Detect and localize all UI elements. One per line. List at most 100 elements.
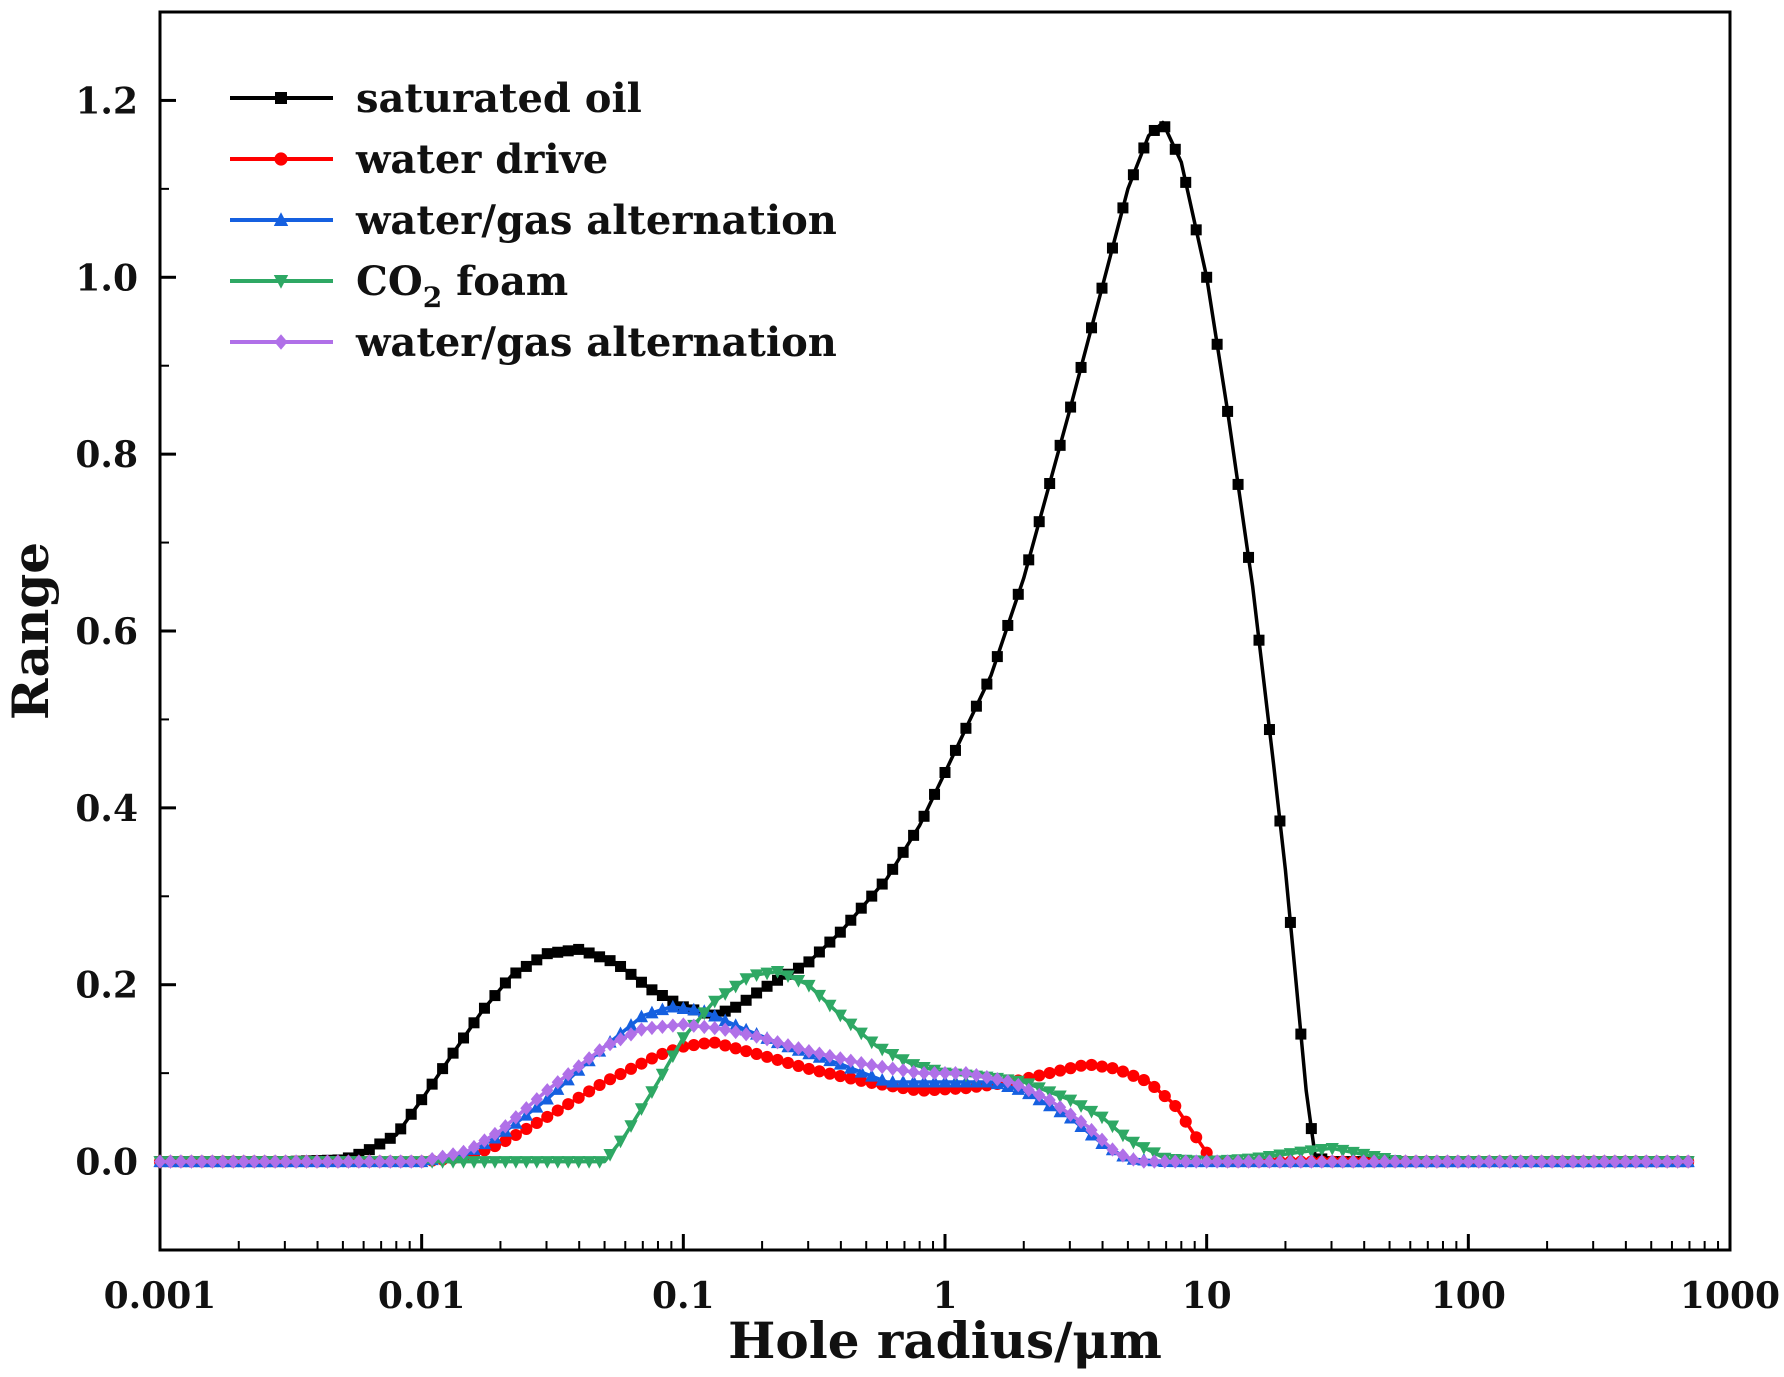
series-marker — [1044, 478, 1056, 490]
y-axis: 0.0 0.2 0.4 0.6 0.8 1.0 1.2 — [75, 11, 176, 1251]
series-marker — [865, 1058, 878, 1073]
series-marker — [290, 1154, 303, 1169]
series-marker — [1179, 1115, 1192, 1128]
series-marker — [718, 988, 732, 1001]
series-marker — [1002, 619, 1014, 631]
series-marker — [1085, 1122, 1098, 1138]
series-marker — [552, 946, 564, 958]
series-marker — [876, 1059, 889, 1075]
series-marker — [1640, 1154, 1653, 1169]
series-marker — [708, 995, 722, 1009]
series-marker — [562, 1067, 575, 1082]
series-marker — [1033, 516, 1045, 528]
series-marker — [394, 1154, 407, 1169]
series-marker — [719, 1022, 732, 1037]
series-marker — [1095, 1111, 1109, 1125]
series-marker — [279, 1154, 292, 1169]
series-marker — [1065, 401, 1077, 413]
series-marker — [740, 1045, 753, 1058]
series-marker — [928, 1065, 941, 1081]
legend-item: CO2 foam — [230, 258, 568, 314]
series-marker — [1190, 1131, 1203, 1144]
series-marker — [656, 1019, 669, 1034]
series-marker — [823, 1067, 836, 1080]
series-marker — [1389, 1154, 1402, 1169]
series-marker — [1294, 1154, 1307, 1169]
series-marker — [1096, 282, 1108, 294]
series-marker — [1284, 916, 1296, 928]
series-marker — [273, 212, 289, 226]
series-marker — [363, 1144, 375, 1156]
series-marker — [1211, 1154, 1224, 1169]
series-marker — [656, 989, 668, 1001]
series-marker — [1012, 1077, 1025, 1093]
series-marker — [561, 1156, 575, 1169]
series-marker — [613, 1135, 628, 1149]
series-marker — [855, 1074, 868, 1087]
series-marker — [468, 1017, 480, 1029]
series-marker — [823, 1048, 836, 1064]
legend-label: CO2 foam — [356, 258, 568, 314]
series-marker — [676, 1001, 690, 1014]
series-marker — [1106, 1062, 1119, 1075]
y-tick-label: 0.8 — [75, 434, 138, 476]
series-marker — [792, 962, 804, 974]
series-marker — [1054, 1064, 1067, 1077]
series-marker — [886, 1074, 900, 1088]
series-marker — [467, 1139, 481, 1155]
legend-label-main: saturated oil — [356, 75, 642, 122]
series-marker — [719, 1039, 732, 1052]
series-marker — [929, 788, 941, 800]
series-marker — [195, 1154, 208, 1169]
series-marker — [634, 1009, 649, 1023]
series-marker — [1012, 588, 1024, 600]
series-marker — [792, 1041, 805, 1056]
series-marker — [551, 1075, 564, 1090]
series-marker — [426, 1152, 439, 1167]
series-marker — [991, 651, 1003, 663]
series-marker — [593, 1043, 606, 1058]
series-marker — [352, 1154, 365, 1169]
series-marker — [275, 92, 287, 104]
series-marker — [1430, 1154, 1443, 1169]
series-marker — [886, 1061, 899, 1076]
legend-label-main: CO — [356, 258, 423, 305]
series-marker — [907, 1074, 921, 1088]
series-marker — [624, 1018, 638, 1031]
y-tick-label: 0.4 — [75, 788, 138, 830]
x-tick-label: 1000 — [1680, 1275, 1780, 1317]
series-marker — [604, 1073, 617, 1086]
legend: saturated oil water drive water/gas altern… — [230, 75, 837, 366]
series-marker — [509, 1156, 523, 1169]
series-marker — [1169, 143, 1181, 155]
series-marker — [395, 1123, 407, 1135]
series-marker — [415, 1154, 428, 1169]
series-marker — [1169, 1154, 1182, 1169]
series-marker — [970, 700, 982, 712]
series-marker — [938, 1065, 952, 1081]
series-marker — [1043, 1066, 1056, 1080]
series-marker — [834, 926, 846, 938]
series-marker — [834, 1051, 847, 1066]
series-marker — [274, 334, 288, 350]
series-marker — [604, 955, 616, 967]
series-marker — [645, 1005, 659, 1019]
series-marker — [855, 1056, 868, 1071]
series-marker — [1117, 202, 1129, 214]
series-marker — [216, 1154, 229, 1169]
series-marker — [1147, 1147, 1161, 1161]
series-marker — [531, 954, 543, 966]
series-marker — [488, 1126, 501, 1142]
series-marker — [153, 1154, 167, 1169]
series-marker — [1305, 1123, 1317, 1135]
series-marker — [781, 970, 795, 983]
series-marker — [1222, 405, 1234, 417]
series-marker — [1294, 1146, 1308, 1160]
series-marker — [1242, 1154, 1255, 1169]
series-marker — [854, 1064, 868, 1078]
series-marker — [792, 1059, 805, 1072]
series-marker — [1106, 242, 1118, 254]
series-marker — [708, 1020, 721, 1036]
series-marker — [1650, 1154, 1663, 1169]
series-marker — [1304, 1145, 1318, 1158]
